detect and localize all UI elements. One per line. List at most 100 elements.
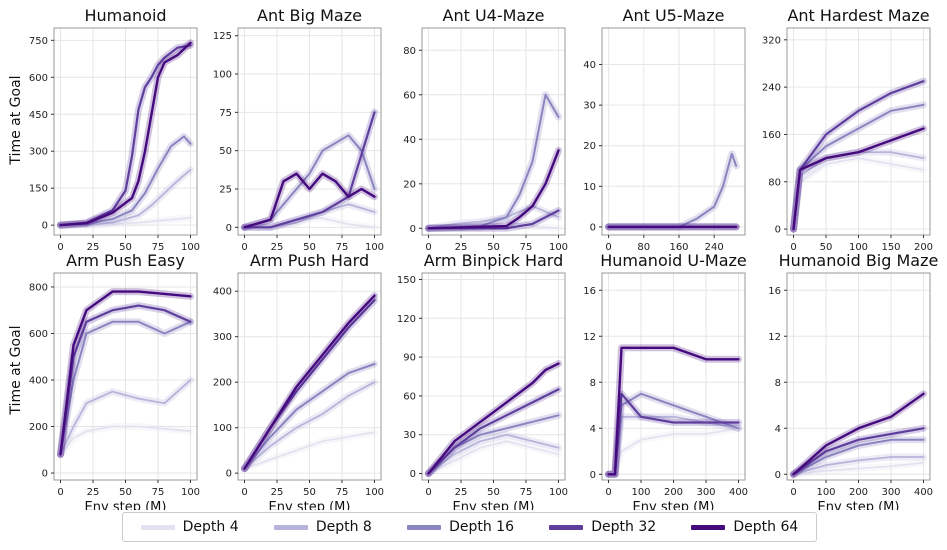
subplot-4: 0 10 20 30 40 0 80 160 240 Ant U5-Maze [583,6,746,253]
y-tick-label: 300 [213,332,232,343]
x-tick-label: 25 [455,487,468,498]
subplot-title: Humanoid Big Maze [779,251,939,270]
x-tick-label: 50 [303,487,316,498]
x-tick-label: 50 [303,242,316,253]
x-tick-label: 25 [271,242,284,253]
subplot-6: 0 200 400 600 800 0 25 50 75 100 Arm Push Easy Env … [29,251,200,510]
y-tick-label: 40 [403,135,416,146]
legend-swatch [549,524,584,530]
axes-frame [601,27,746,236]
y-tick-label: 25 [219,185,232,196]
legend-swatch [140,524,175,530]
y-tick-label: 120 [397,314,416,325]
x-tick-label: 0 [425,487,431,498]
subplot-8: 0 30 60 90 120 150 0 25 50 75 100 Arm Binpick Hard E… [397,251,568,510]
y-tick-label: 600 [29,329,48,340]
x-tick-label: 25 [87,242,100,253]
x-tick-label: 75 [336,242,349,253]
y-tick-label: 320 [762,35,781,46]
x-tick-label: 400 [914,487,933,498]
series-line-depth-4 [243,431,376,470]
y-tick-label: 240 [762,83,781,94]
x-tick-label: 200 [664,487,683,498]
y-tick-label: 20 [583,141,596,152]
subplot-7: 0 100 200 300 400 0 25 50 75 100 Arm Push Hard Env … [213,251,384,510]
x-tick-label: 0 [57,487,63,498]
x-tick-label: 0 [425,242,431,253]
subplot-title: Ant Big Maze [257,6,362,25]
y-tick-label: 0 [590,222,596,233]
x-tick-label: 75 [152,242,165,253]
x-axis-label: Env step (M) [633,500,715,510]
x-tick-label: 75 [336,487,349,498]
x-tick-label: 100 [549,487,568,498]
series-line-depth-8 [427,433,560,475]
legend-swatch [691,524,726,530]
y-tick-label: 0 [42,221,48,232]
x-axis-label: Env step (M) [269,500,351,510]
y-tick-label: 0 [775,470,781,481]
series-line-depth-8 [243,381,376,470]
y-tick-label: 80 [768,177,781,188]
x-tick-label: 0 [790,487,796,498]
series-line-depth-4 [59,425,192,456]
subplot-5: 0 80 160 240 320 0 50 100 150 200 Ant Hardest Maze [762,6,933,253]
x-tick-label: 25 [87,487,100,498]
series-line-depth-64 [427,362,560,475]
subplot-3: 0 20 40 60 80 0 25 50 75 100 Ant U4-Maze [403,6,568,253]
x-axis-label: Env step (M) [85,500,167,510]
y-tick-label: 0 [226,223,232,234]
y-tick-label: 0 [410,224,416,235]
y-tick-label: 0 [590,470,596,481]
subplot-title: Ant U5-Maze [623,6,725,25]
legend-label: Depth 64 [733,519,799,535]
series-line-depth-16 [607,152,738,228]
y-tick-label: 12 [768,332,781,343]
x-tick-label: 100 [181,242,200,253]
x-tick-label: 400 [729,487,748,498]
x-tick-label: 25 [455,242,468,253]
y-tick-label: 300 [29,147,48,158]
y-tick-label: 160 [762,130,781,141]
y-tick-label: 4 [590,424,596,435]
series-line-depth-16 [243,363,376,470]
series-line-depth-8 [59,168,192,227]
y-tick-label: 12 [583,332,596,343]
y-tick-label: 150 [29,184,48,195]
legend-item-depth-8: Depth 8 [273,519,372,535]
legend-label: Depth 16 [449,519,514,535]
y-tick-label: 800 [29,282,48,293]
subplot-title: Humanoid [84,6,166,25]
y-tick-label: 10 [583,182,596,193]
x-tick-label: 50 [487,487,500,498]
x-tick-label: 100 [816,487,835,498]
x-tick-label: 150 [881,242,900,253]
series-line-depth-8 [59,379,192,456]
subplot-title: Arm Push Easy [66,251,185,270]
y-tick-label: 400 [29,375,48,386]
subplot-title: Arm Push Hard [250,251,369,270]
legend-item-depth-16: Depth 16 [407,519,514,535]
subplot-2: 0 25 50 75 100 125 0 25 50 75 100 Ant Big Maze [213,6,384,253]
x-tick-label: 80 [637,242,650,253]
y-tick-label: 60 [403,90,416,101]
x-tick-label: 100 [631,487,650,498]
y-tick-label: 600 [29,73,48,84]
x-tick-label: 0 [605,242,611,253]
x-tick-label: 25 [271,487,284,498]
y-tick-label: 100 [213,423,232,434]
x-tick-label: 0 [605,487,611,498]
x-axis-label: Env step (M) [818,500,900,510]
x-tick-label: 100 [549,242,568,253]
x-tick-label: 300 [696,487,715,498]
x-tick-label: 50 [820,242,833,253]
x-tick-label: 0 [790,242,796,253]
series-line-depth-64 [59,290,192,456]
subplot-10: 0 4 8 12 16 0 100 200 300 400 Humanoid Big Maze Env… [768,251,938,510]
y-tick-label: 400 [213,287,232,298]
y-axis-label-row-1: Time at Goal [8,75,24,165]
y-tick-label: 80 [403,46,416,57]
y-axis-label-row-2: Time at Goal [8,325,24,415]
legend-label: Depth 8 [315,519,372,535]
subplot-9: 0 4 8 12 16 0 100 200 300 400 Humanoid U-Maze Env s… [583,251,748,510]
